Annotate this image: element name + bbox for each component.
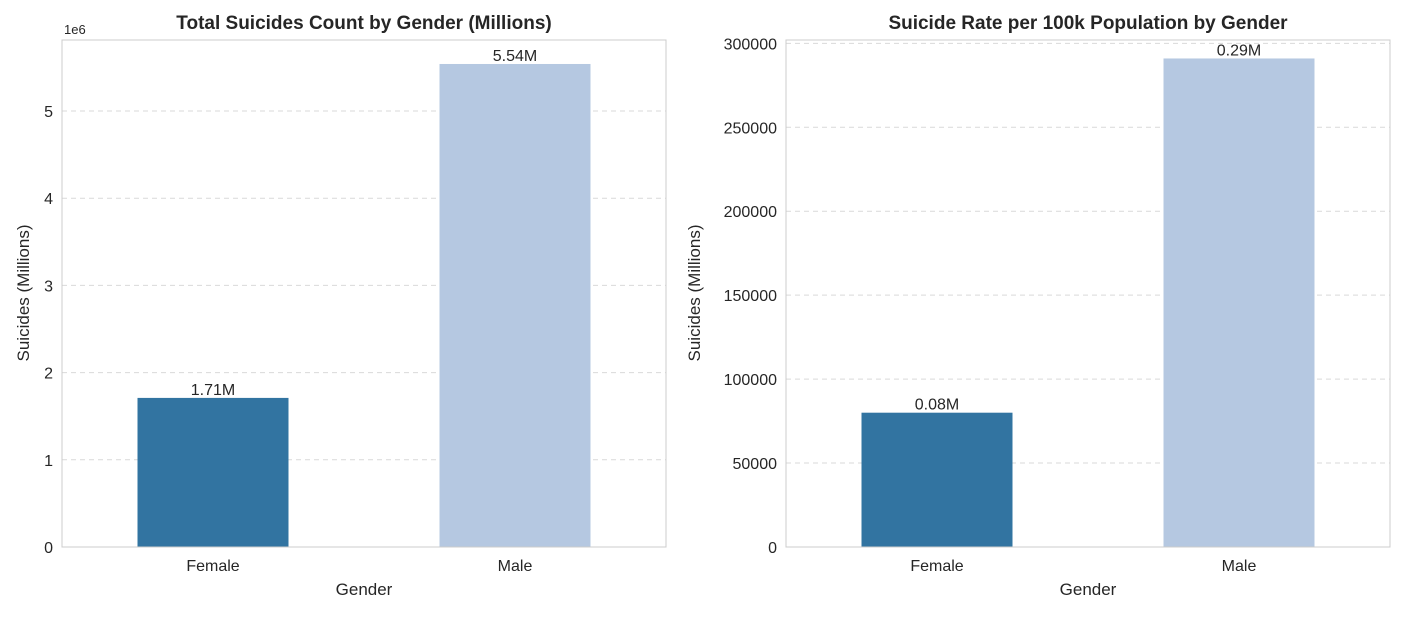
plot-frame [785, 39, 1391, 548]
chart-title: Suicide Rate per 100k Population by Gend… [888, 13, 1288, 34]
y-tick-label: 5 [44, 104, 53, 121]
chart-title: Total Suicides Count by Gender (Millions… [176, 13, 551, 34]
y-tick-label: 200000 [724, 204, 777, 221]
y-tick-label: 0 [768, 540, 777, 557]
y-axis-label: Suicides (Millions) [685, 225, 704, 362]
y-axis-label: Suicides (Millions) [14, 225, 33, 362]
y-tick-label: 250000 [724, 120, 777, 137]
data-label: 1.71M [191, 382, 235, 399]
y-tick-label: 150000 [724, 288, 777, 305]
x-tick-labels: Female Male [186, 558, 532, 575]
data-label: 0.08M [915, 397, 959, 414]
x-tick-label: Female [910, 558, 963, 575]
y-tick-label: 0 [44, 540, 53, 557]
chart-total-suicides: Total Suicides Count by Gender (Millions… [14, 13, 667, 599]
data-labels: 0.08M 0.29M [915, 42, 1261, 413]
x-tick-label: Male [498, 558, 533, 575]
bar-female [861, 412, 1013, 547]
y-tick-label: 4 [44, 191, 53, 208]
data-labels: 1.71M 5.54M [191, 48, 537, 399]
x-tick-label: Male [1222, 558, 1257, 575]
gridlines [786, 42, 1390, 464]
chart-suicide-rate: Suicide Rate per 100k Population by Gend… [685, 13, 1391, 599]
axis-offset-label: 1e6 [64, 22, 86, 37]
y-tick-label: 1 [44, 453, 53, 470]
bar-male [1163, 58, 1315, 547]
x-tick-label: Female [186, 558, 239, 575]
y-tick-label: 3 [44, 278, 53, 295]
y-tick-label: 100000 [724, 372, 777, 389]
bar-female [137, 397, 289, 547]
y-tick-label: 50000 [733, 456, 778, 473]
bars [137, 63, 591, 548]
bars [861, 58, 1315, 547]
x-axis-label: Gender [336, 580, 393, 599]
data-label: 5.54M [493, 48, 537, 65]
y-tick-labels: 0 1 2 3 4 5 [44, 104, 53, 557]
x-tick-labels: Female Male [910, 558, 1256, 575]
plot-frame [61, 39, 667, 548]
data-label: 0.29M [1217, 42, 1261, 59]
y-tick-label: 2 [44, 366, 53, 383]
y-tick-labels: 0 50000 100000 150000 200000 250000 300000 [724, 36, 777, 557]
bar-male [439, 63, 591, 548]
y-tick-label: 300000 [724, 36, 777, 53]
x-axis-label: Gender [1060, 580, 1117, 599]
